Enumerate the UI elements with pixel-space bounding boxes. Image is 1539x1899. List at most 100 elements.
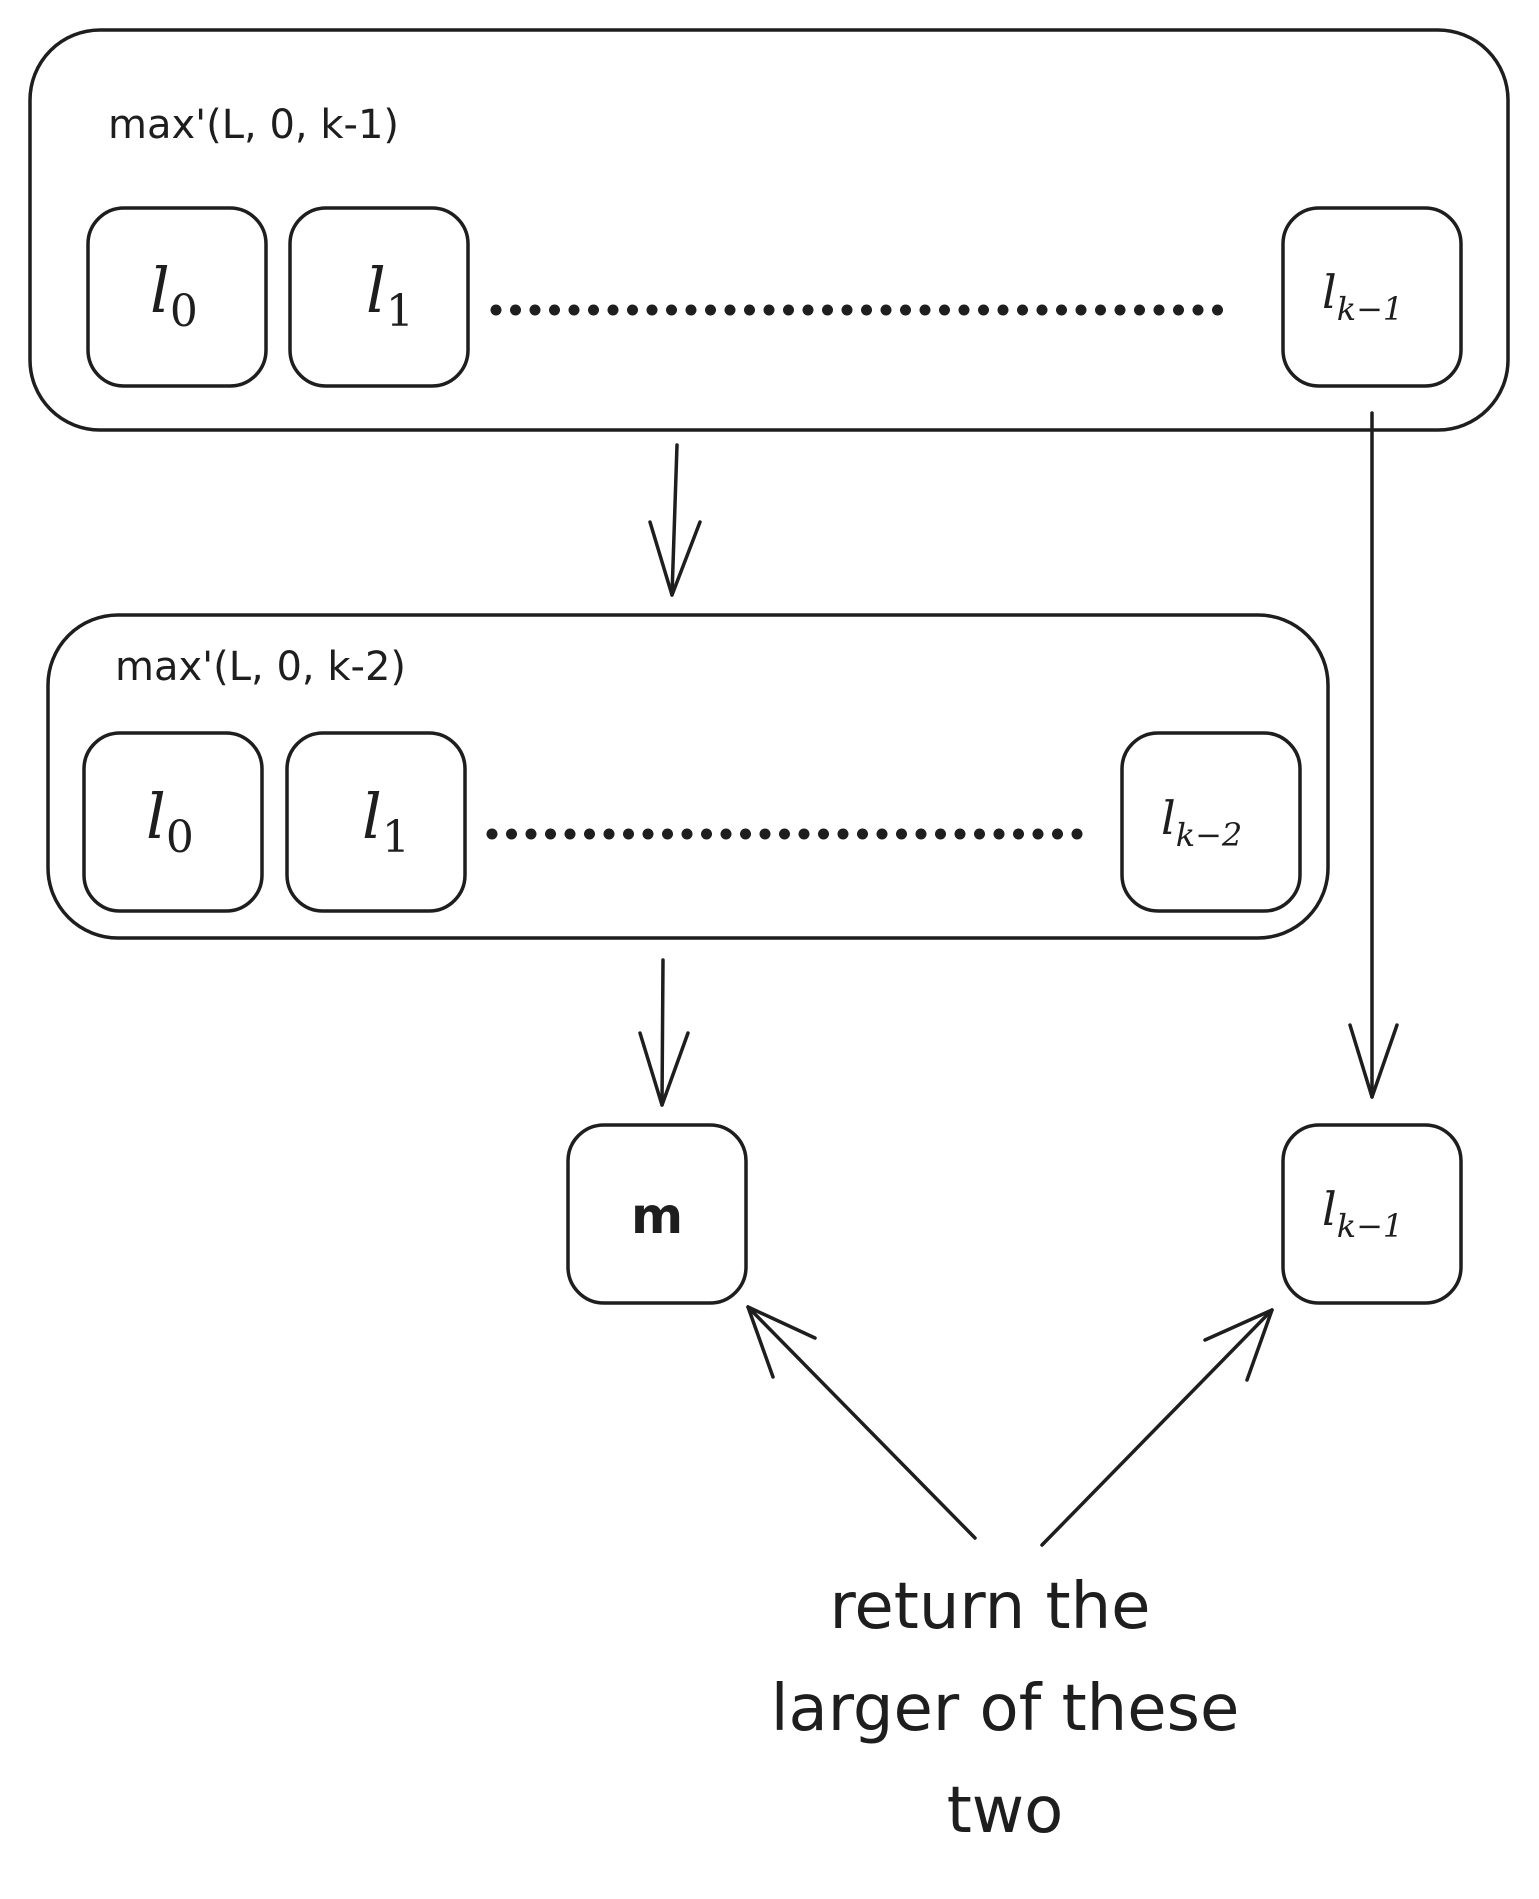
cell-sub: 1 bbox=[382, 812, 410, 863]
ellipsis-dot bbox=[798, 828, 810, 840]
arrow-caption-to-m bbox=[746, 1305, 977, 1540]
ellipsis-dot bbox=[1134, 304, 1145, 316]
ellipsis-dot bbox=[919, 304, 931, 316]
svg-text:l1: l1 bbox=[366, 254, 414, 337]
cell-var: l bbox=[146, 780, 166, 853]
ellipsis-dot bbox=[666, 304, 677, 316]
inner-cell-l0: l0 bbox=[82, 731, 264, 913]
ellipsis-dot bbox=[701, 828, 712, 840]
svg-text:l1: l1 bbox=[362, 780, 410, 863]
arrow-inner-to-m bbox=[638, 958, 690, 1107]
ellipsis-dot bbox=[763, 304, 775, 316]
outer-cell-l0: l0 bbox=[86, 206, 268, 388]
ellipsis-dot bbox=[486, 828, 498, 840]
ellipsis-dot bbox=[1192, 304, 1204, 316]
cell-sub: k−2 bbox=[1176, 816, 1243, 854]
caption: return the larger of these two bbox=[771, 1570, 1240, 1848]
svg-text:l0: l0 bbox=[146, 780, 194, 863]
ellipsis-dot bbox=[724, 304, 736, 316]
cell-sub: 0 bbox=[170, 286, 198, 337]
result-box-m: m bbox=[566, 1123, 748, 1305]
ellipsis-dot bbox=[822, 304, 833, 316]
ellipsis-dot bbox=[623, 828, 634, 840]
svg-text:l0: l0 bbox=[150, 254, 198, 337]
ellipsis-dot bbox=[896, 828, 907, 840]
ellipsis-dot bbox=[783, 304, 794, 316]
outer-call-label: max'(L, 0, k-1) bbox=[108, 102, 399, 148]
inner-call-box: max'(L, 0, k-2) l0 l1 lk−2 bbox=[46, 613, 1330, 940]
ellipsis-dot bbox=[802, 304, 814, 316]
ellipsis-dot bbox=[545, 828, 556, 840]
ellipsis-dot bbox=[974, 828, 985, 840]
ellipsis-dot bbox=[510, 304, 521, 316]
ellipsis-dot bbox=[1017, 304, 1028, 316]
ellipsis-dot bbox=[1153, 304, 1165, 316]
ellipsis-dot bbox=[506, 828, 517, 840]
ellipsis-dot bbox=[1114, 304, 1126, 316]
ellipsis-dot bbox=[935, 828, 946, 840]
ellipsis-dot bbox=[954, 828, 966, 840]
ellipsis-dot bbox=[607, 304, 619, 316]
ellipsis-dot bbox=[1095, 304, 1106, 316]
ellipsis-dot bbox=[939, 304, 950, 316]
caption-line-3: two bbox=[947, 1774, 1064, 1848]
ellipsis-dot bbox=[1013, 828, 1024, 840]
ellipsis-dot bbox=[759, 828, 771, 840]
ellipsis-dot bbox=[1075, 304, 1087, 316]
ellipsis-dot bbox=[1212, 304, 1223, 316]
cell-var: l bbox=[150, 254, 170, 327]
ellipsis-dot bbox=[744, 304, 755, 316]
outer-cell-l1: l1 bbox=[288, 206, 470, 388]
ellipsis-dot bbox=[1071, 828, 1083, 840]
ellipsis-dot bbox=[1056, 304, 1067, 316]
cell-var: l bbox=[1322, 265, 1337, 319]
svg-text:lk−1: lk−1 bbox=[1322, 1182, 1403, 1245]
svg-text:lk−1: lk−1 bbox=[1322, 265, 1403, 328]
ellipsis-dot bbox=[958, 304, 970, 316]
ellipsis-dot bbox=[1173, 304, 1184, 316]
ellipsis-dot bbox=[818, 828, 829, 840]
ellipsis-dot bbox=[1036, 304, 1048, 316]
ellipsis-dot bbox=[997, 304, 1009, 316]
ellipsis-dot bbox=[880, 304, 892, 316]
ellipsis-dot bbox=[584, 828, 595, 840]
cell-sub: 0 bbox=[166, 812, 194, 863]
cell-sub: 1 bbox=[386, 286, 414, 337]
cell-var: l bbox=[1161, 791, 1176, 845]
ellipsis-dot bbox=[857, 828, 868, 840]
ellipsis-dot bbox=[662, 828, 673, 840]
arrow-caption-to-lk-1 bbox=[1040, 1308, 1274, 1547]
ellipsis-dot bbox=[740, 828, 751, 840]
ellipsis-dot bbox=[681, 828, 693, 840]
caption-line-2: larger of these bbox=[771, 1672, 1240, 1746]
ellipsis-dot bbox=[646, 304, 658, 316]
cell-sub: k−1 bbox=[1337, 290, 1404, 328]
ellipsis-dot bbox=[705, 304, 716, 316]
ellipsis-dot bbox=[588, 304, 599, 316]
outer-call-box: max'(L, 0, k-1) l0 l1 lk−1 bbox=[28, 28, 1510, 432]
ellipsis-dot bbox=[720, 828, 732, 840]
ellipsis-dot bbox=[642, 828, 654, 840]
arrow-last-to-result bbox=[1348, 411, 1399, 1099]
ellipsis-dot bbox=[876, 828, 888, 840]
ellipsis-dot bbox=[490, 304, 502, 316]
inner-cell-lk-2: lk−2 bbox=[1120, 731, 1302, 913]
ellipsis-dot bbox=[861, 304, 872, 316]
ellipsis-dot bbox=[837, 828, 849, 840]
ellipsis-dot bbox=[1032, 828, 1044, 840]
ellipsis-dot bbox=[900, 304, 911, 316]
inner-ellipsis-dots bbox=[486, 828, 1083, 840]
result-box-lk-1: lk−1 bbox=[1281, 1123, 1463, 1305]
ellipsis-dot bbox=[529, 304, 541, 316]
cell-var: l bbox=[362, 780, 382, 853]
ellipsis-dot bbox=[685, 304, 697, 316]
cell-sub: k−1 bbox=[1337, 1207, 1404, 1245]
ellipsis-dot bbox=[525, 828, 537, 840]
ellipsis-dot bbox=[841, 304, 853, 316]
ellipsis-dot bbox=[564, 828, 576, 840]
outer-ellipsis-dots bbox=[490, 304, 1223, 316]
outer-cell-lk-1: lk−1 bbox=[1281, 206, 1463, 388]
ellipsis-dot bbox=[978, 304, 989, 316]
svg-text:lk−2: lk−2 bbox=[1161, 791, 1242, 854]
